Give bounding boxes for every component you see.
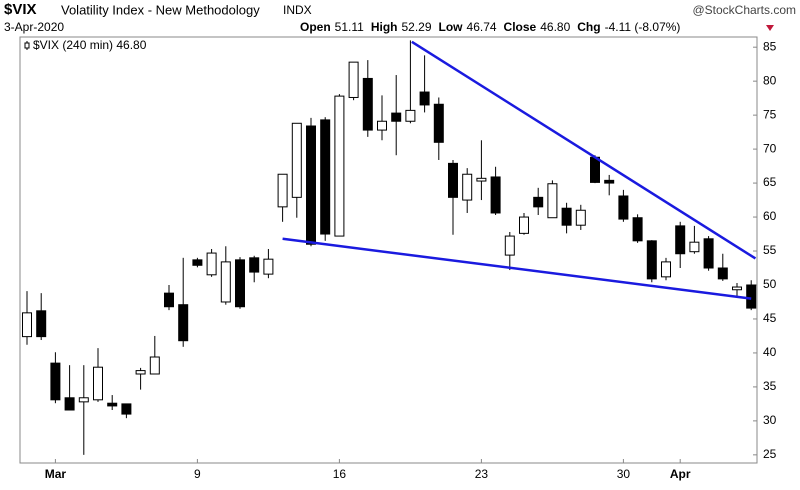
- quote-label: High: [371, 20, 398, 34]
- candle-body: [732, 286, 742, 291]
- candle-body: [561, 207, 572, 226]
- candle-body: [590, 156, 600, 183]
- candle-body: [504, 235, 515, 256]
- candle-body: [334, 95, 345, 237]
- y-tick-label: 45: [763, 311, 777, 325]
- candle-body: [121, 403, 132, 415]
- candle-body: [249, 257, 260, 273]
- quote-label: Close: [504, 20, 537, 34]
- candle-body: [320, 119, 331, 235]
- candle-body: [348, 61, 359, 98]
- y-tick-label: 30: [763, 413, 777, 427]
- quote-label: Open: [300, 20, 331, 34]
- candle-body: [291, 122, 302, 198]
- quote-label: Low: [439, 20, 464, 34]
- candle-body: [661, 261, 671, 278]
- candle-body: [135, 370, 146, 375]
- x-tick-label: Mar: [45, 467, 67, 481]
- candle-body: [220, 261, 231, 303]
- source: @StockCharts.com: [692, 3, 796, 17]
- quote-value: 46.80: [540, 20, 570, 34]
- candle-body: [448, 162, 458, 198]
- candle-body: [405, 109, 416, 122]
- x-tick-label: 9: [194, 467, 201, 481]
- legend-text: $VIX (240 min) 46.80: [33, 38, 147, 52]
- y-tick-label: 70: [763, 141, 777, 155]
- legend: $VIX (240 min) 46.80: [24, 38, 147, 52]
- candle-body: [306, 125, 316, 245]
- y-tick-label: 25: [763, 447, 777, 461]
- candle-body: [476, 177, 487, 182]
- candle-body: [618, 195, 629, 220]
- candle-body: [178, 304, 189, 342]
- candle-body: [703, 238, 714, 269]
- quote-label: Chg: [577, 20, 600, 34]
- candle-body: [519, 216, 529, 234]
- candle-body: [36, 310, 47, 338]
- exchange: INDX: [283, 3, 312, 17]
- candle-body: [490, 176, 501, 214]
- candle-body: [107, 402, 118, 407]
- x-tick-label: Apr: [670, 467, 691, 481]
- quote-value: -4.11 (-8.07%): [605, 20, 681, 34]
- y-tick-label: 60: [763, 209, 777, 223]
- y-tick-label: 50: [763, 277, 777, 291]
- trendline: [411, 40, 757, 260]
- candle-body: [391, 112, 402, 122]
- quote-value: 51.11: [335, 20, 364, 34]
- plot-frame: [19, 36, 758, 464]
- chart-title: Volatility Index - New Methodology: [61, 2, 260, 17]
- candle-body: [717, 267, 728, 280]
- y-tick-label: 55: [763, 243, 777, 257]
- candle-body: [192, 259, 203, 266]
- down-arrow: [766, 25, 774, 31]
- x-tick-label: 30: [617, 467, 631, 481]
- candle-body: [604, 179, 615, 184]
- candle-body: [206, 252, 217, 276]
- y-tick-label: 80: [763, 73, 777, 87]
- x-tick-label: 16: [333, 467, 347, 481]
- symbol: $VIX: [4, 1, 37, 18]
- candle-body: [235, 259, 245, 308]
- candle-body: [22, 312, 32, 338]
- candle-body: [277, 173, 288, 208]
- candle-body: [462, 173, 473, 201]
- y-tick-label: 65: [763, 175, 777, 189]
- candle-body: [362, 77, 373, 131]
- y-tick-label: 75: [763, 107, 777, 121]
- candle-body: [50, 362, 61, 401]
- candle-body: [419, 91, 430, 106]
- y-tick-label: 40: [763, 345, 777, 359]
- candle-body: [746, 284, 757, 309]
- date: 3-Apr-2020: [4, 20, 64, 34]
- y-tick-label: 35: [763, 379, 777, 393]
- candle-body: [149, 356, 160, 375]
- candle-body: [575, 209, 586, 226]
- candle-body: [263, 258, 274, 275]
- candle-body: [533, 196, 544, 208]
- candle-body: [547, 183, 558, 219]
- quote-value: 46.74: [467, 20, 497, 34]
- candle-body: [93, 366, 103, 401]
- quote: Open 51.11 High 52.29 Low 46.74 Close 46.80 Chg -…: [300, 20, 680, 34]
- candle-body: [377, 120, 387, 131]
- candle-body: [78, 397, 89, 403]
- y-tick-label: 85: [763, 39, 777, 53]
- candle-body: [632, 217, 643, 242]
- candle-body: [689, 241, 700, 253]
- candle-body: [164, 292, 174, 308]
- legend-icon: [24, 42, 30, 49]
- candle-body: [675, 225, 686, 255]
- candle-body: [433, 103, 444, 143]
- candle-body: [646, 240, 657, 280]
- quote-value: 52.29: [401, 20, 431, 34]
- trendline: [282, 237, 752, 300]
- candle-body: [64, 397, 75, 411]
- x-tick-label: 23: [475, 467, 489, 481]
